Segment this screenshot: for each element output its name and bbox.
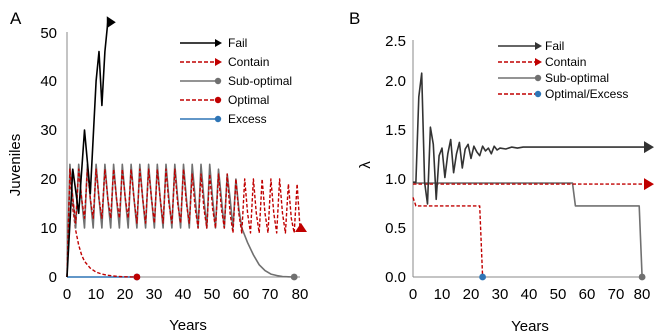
panel-b-letter: B	[349, 9, 360, 28]
legend-fail-arrow-icon	[535, 42, 542, 50]
panel-a-x-tick-label: 40	[175, 286, 192, 303]
panel-a-x-tick-label: 80	[292, 286, 309, 303]
legend-excess-label: Excess	[228, 112, 267, 126]
panel-b-x-tick-label: 0	[409, 286, 417, 303]
panel-b-series-optimal-excess-line	[412, 197, 484, 278]
panel-b-y-tick-label: 1.5	[385, 122, 406, 139]
panel-a-y-tick-label: 50	[40, 25, 57, 42]
panel-b-y-tick-label: 2.5	[385, 33, 406, 50]
panel-a-x-tick-label: 50	[204, 286, 221, 303]
legend-contain-label: Contain	[228, 55, 269, 69]
panel-a-y-tick-label: 20	[40, 171, 57, 188]
legend-fail-arrow-icon	[215, 39, 222, 47]
panel-a-y-axis-label: Juveniles	[7, 134, 24, 197]
panel-a-y-tick-label: 0	[49, 269, 57, 286]
panel-a-x-tick-label: 0	[63, 286, 71, 303]
panel-b-x-tick-label: 40	[521, 286, 538, 303]
panel-b-series-fail-line	[413, 72, 645, 205]
panel-a-x-tick-label: 10	[88, 286, 105, 303]
panel-a-series-contain-line	[66, 168, 301, 278]
legend-fail-label: Fail	[545, 39, 564, 53]
panel-a-series-contain-arrow-icon	[295, 223, 307, 232]
legend-optimal-excess-dot-icon	[534, 90, 542, 98]
panel-b-y-tick-label: 0.5	[385, 220, 406, 237]
panel-b-y-tick-label: 0.0	[385, 269, 406, 286]
legend-optimal-dot-icon	[214, 96, 222, 104]
legend-contain-label: Contain	[545, 55, 586, 69]
panel-b-legend: Fail Contain Sub-optimal Optimal/Excess	[498, 39, 628, 101]
legend-contain-arrow-icon	[215, 58, 222, 66]
panel-b-x-axis-label: Years	[511, 318, 549, 334]
panel-b-x-tick-label: 20	[463, 286, 480, 303]
panel-a-x-tick-label: 60	[233, 286, 250, 303]
panel-b-series-fail-arrow-icon	[644, 141, 654, 154]
legend-suboptimal-dot-icon	[534, 74, 542, 82]
panel-b-y-axis-label: λ	[357, 161, 374, 169]
panel-a-x-tick-label: 20	[117, 286, 134, 303]
panel-b: B λ Years 0.0 0.5 1.0 1.5 2.0 2.5 0 10 2…	[349, 9, 654, 334]
panel-b-y-tick-label: 2.0	[385, 73, 406, 90]
panel-b-x-tick-label: 10	[434, 286, 451, 303]
panel-a-y-tick-label: 10	[40, 220, 57, 237]
panel-b-x-tick-label: 60	[579, 286, 596, 303]
panel-a-legend: Fail Contain Sub-optimal Optimal Excess	[180, 36, 292, 126]
panel-a-series-fail-line	[66, 22, 109, 278]
panel-a: A Juveniles Years 0 10 20 30 40 50 0 10 …	[7, 9, 308, 334]
panel-a-letter: A	[10, 9, 22, 28]
legend-suboptimal-label: Sub-optimal	[545, 71, 609, 85]
panel-a-x-tick-label: 70	[262, 286, 279, 303]
panel-a-series-optimal-end-marker	[133, 273, 141, 281]
legend-optimal-label: Optimal	[228, 93, 269, 107]
panel-a-y-tick-label: 30	[40, 122, 57, 139]
panel-b-series-contain-arrow-icon	[644, 178, 654, 191]
panel-b-x-tick-label: 50	[550, 286, 567, 303]
panel-b-series-sub-optimal-line	[412, 181, 643, 278]
legend-excess-dot-icon	[214, 115, 222, 123]
panel-b-y-tick-label: 1.0	[385, 171, 406, 188]
panel-a-plot-area	[66, 16, 307, 281]
legend-contain-arrow-icon	[535, 58, 542, 66]
panel-a-series-optimal-line	[66, 173, 137, 278]
panel-a-series-sub-optimal-end-marker	[290, 273, 298, 281]
panel-b-x-tick-label: 30	[492, 286, 509, 303]
panel-a-x-axis-label: Years	[169, 317, 207, 334]
panel-a-y-tick-label: 40	[40, 73, 57, 90]
legend-fail-label: Fail	[228, 36, 247, 50]
panel-b-series-optimal-excess-end-marker	[479, 273, 486, 281]
legend-suboptimal-dot-icon	[214, 77, 222, 85]
panel-b-plot-area	[412, 72, 654, 281]
panel-b-x-tick-label: 70	[608, 286, 625, 303]
legend-optimal-excess-label: Optimal/Excess	[545, 87, 628, 101]
legend-suboptimal-label: Sub-optimal	[228, 74, 292, 88]
panel-b-series-sub-optimal-end-marker	[638, 273, 646, 281]
panel-a-series-fail-arrow-icon	[106, 16, 116, 29]
panel-b-x-tick-label: 80	[634, 286, 651, 303]
panel-a-x-tick-label: 30	[146, 286, 163, 303]
